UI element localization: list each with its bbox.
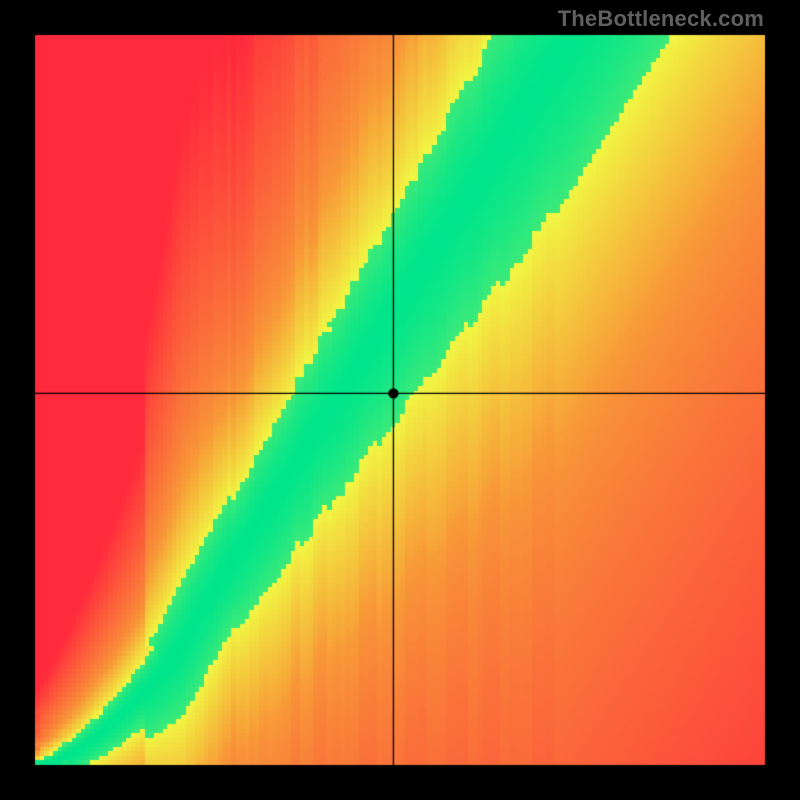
bottleneck-heatmap: [0, 0, 800, 800]
chart-root: TheBottleneck.com: [0, 0, 800, 800]
watermark-text: TheBottleneck.com: [558, 6, 764, 32]
